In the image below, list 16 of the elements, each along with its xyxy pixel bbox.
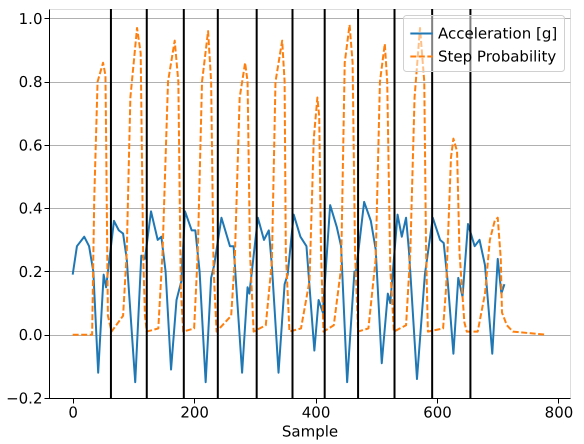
x-tick-label: 800 — [544, 404, 574, 422]
line-series — [72, 200, 506, 384]
y-tick-label: 1.0 — [18, 10, 42, 28]
y-tick-label: 0.2 — [18, 262, 42, 281]
y-tick-label: −0.2 — [6, 390, 42, 408]
x-tick-label: 200 — [180, 404, 209, 422]
y-tick-label: 0.8 — [18, 73, 42, 92]
y-tick-label: 0.4 — [18, 200, 42, 218]
x-tick-label: 600 — [423, 404, 452, 422]
x-tick-label: 0 — [68, 404, 78, 422]
y-tick-label: 0.6 — [18, 136, 42, 154]
legend-label: Acceleration [g] — [438, 24, 558, 42]
legend-label: Step Probability — [438, 48, 556, 66]
x-axis-title: Sample — [282, 422, 338, 440]
x-tick-label: 400 — [302, 404, 330, 422]
y-tick-label: 0.0 — [18, 326, 42, 344]
